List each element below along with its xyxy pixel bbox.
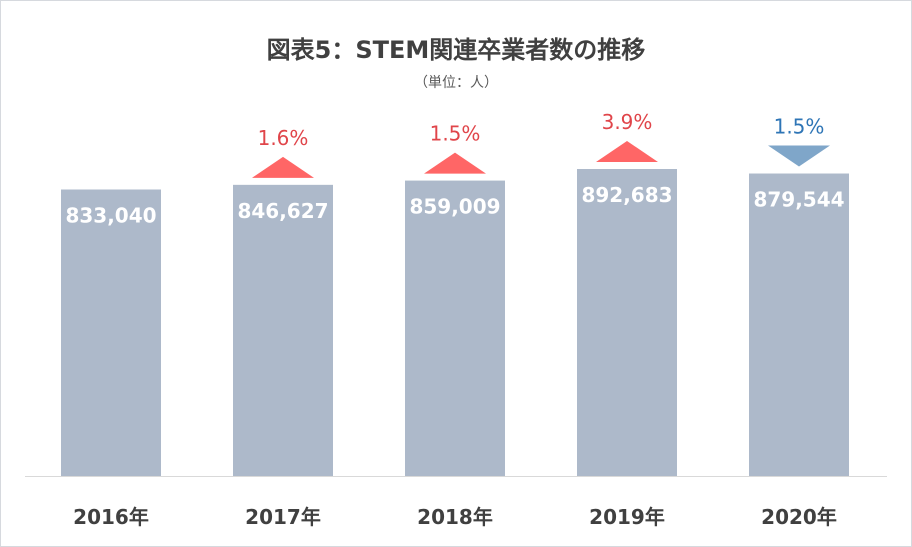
- change-label: 1.5%: [430, 122, 481, 146]
- bar: [233, 184, 333, 476]
- change-label: 3.9%: [602, 110, 653, 134]
- bar-value-label: 879,544: [753, 188, 844, 212]
- bar: [577, 169, 677, 476]
- bar: [749, 173, 849, 476]
- bar-value-label: 859,009: [409, 195, 500, 219]
- unit-label: （単位：人）: [414, 75, 498, 91]
- x-tick-label: 2016年: [73, 505, 149, 529]
- bar-value-label: 833,040: [65, 204, 156, 228]
- x-tick-label: 2018年: [417, 505, 493, 529]
- bar: [61, 189, 161, 476]
- decrease-arrow: [768, 145, 830, 167]
- bar: [405, 180, 505, 476]
- bar-value-label: 846,627: [237, 199, 328, 223]
- x-tick-label: 2019年: [589, 505, 665, 529]
- bar-value-label: 892,683: [581, 183, 672, 207]
- increase-arrow: [424, 152, 486, 174]
- change-label: 1.6%: [258, 126, 309, 150]
- increase-arrow: [252, 156, 314, 178]
- x-tick-label: 2020年: [761, 505, 837, 529]
- change-label: 1.5%: [774, 115, 825, 139]
- x-tick-label: 2017年: [245, 505, 321, 529]
- chart-title: 図表5：STEM関連卒業者数の推移: [266, 36, 646, 64]
- increase-arrow: [596, 141, 658, 162]
